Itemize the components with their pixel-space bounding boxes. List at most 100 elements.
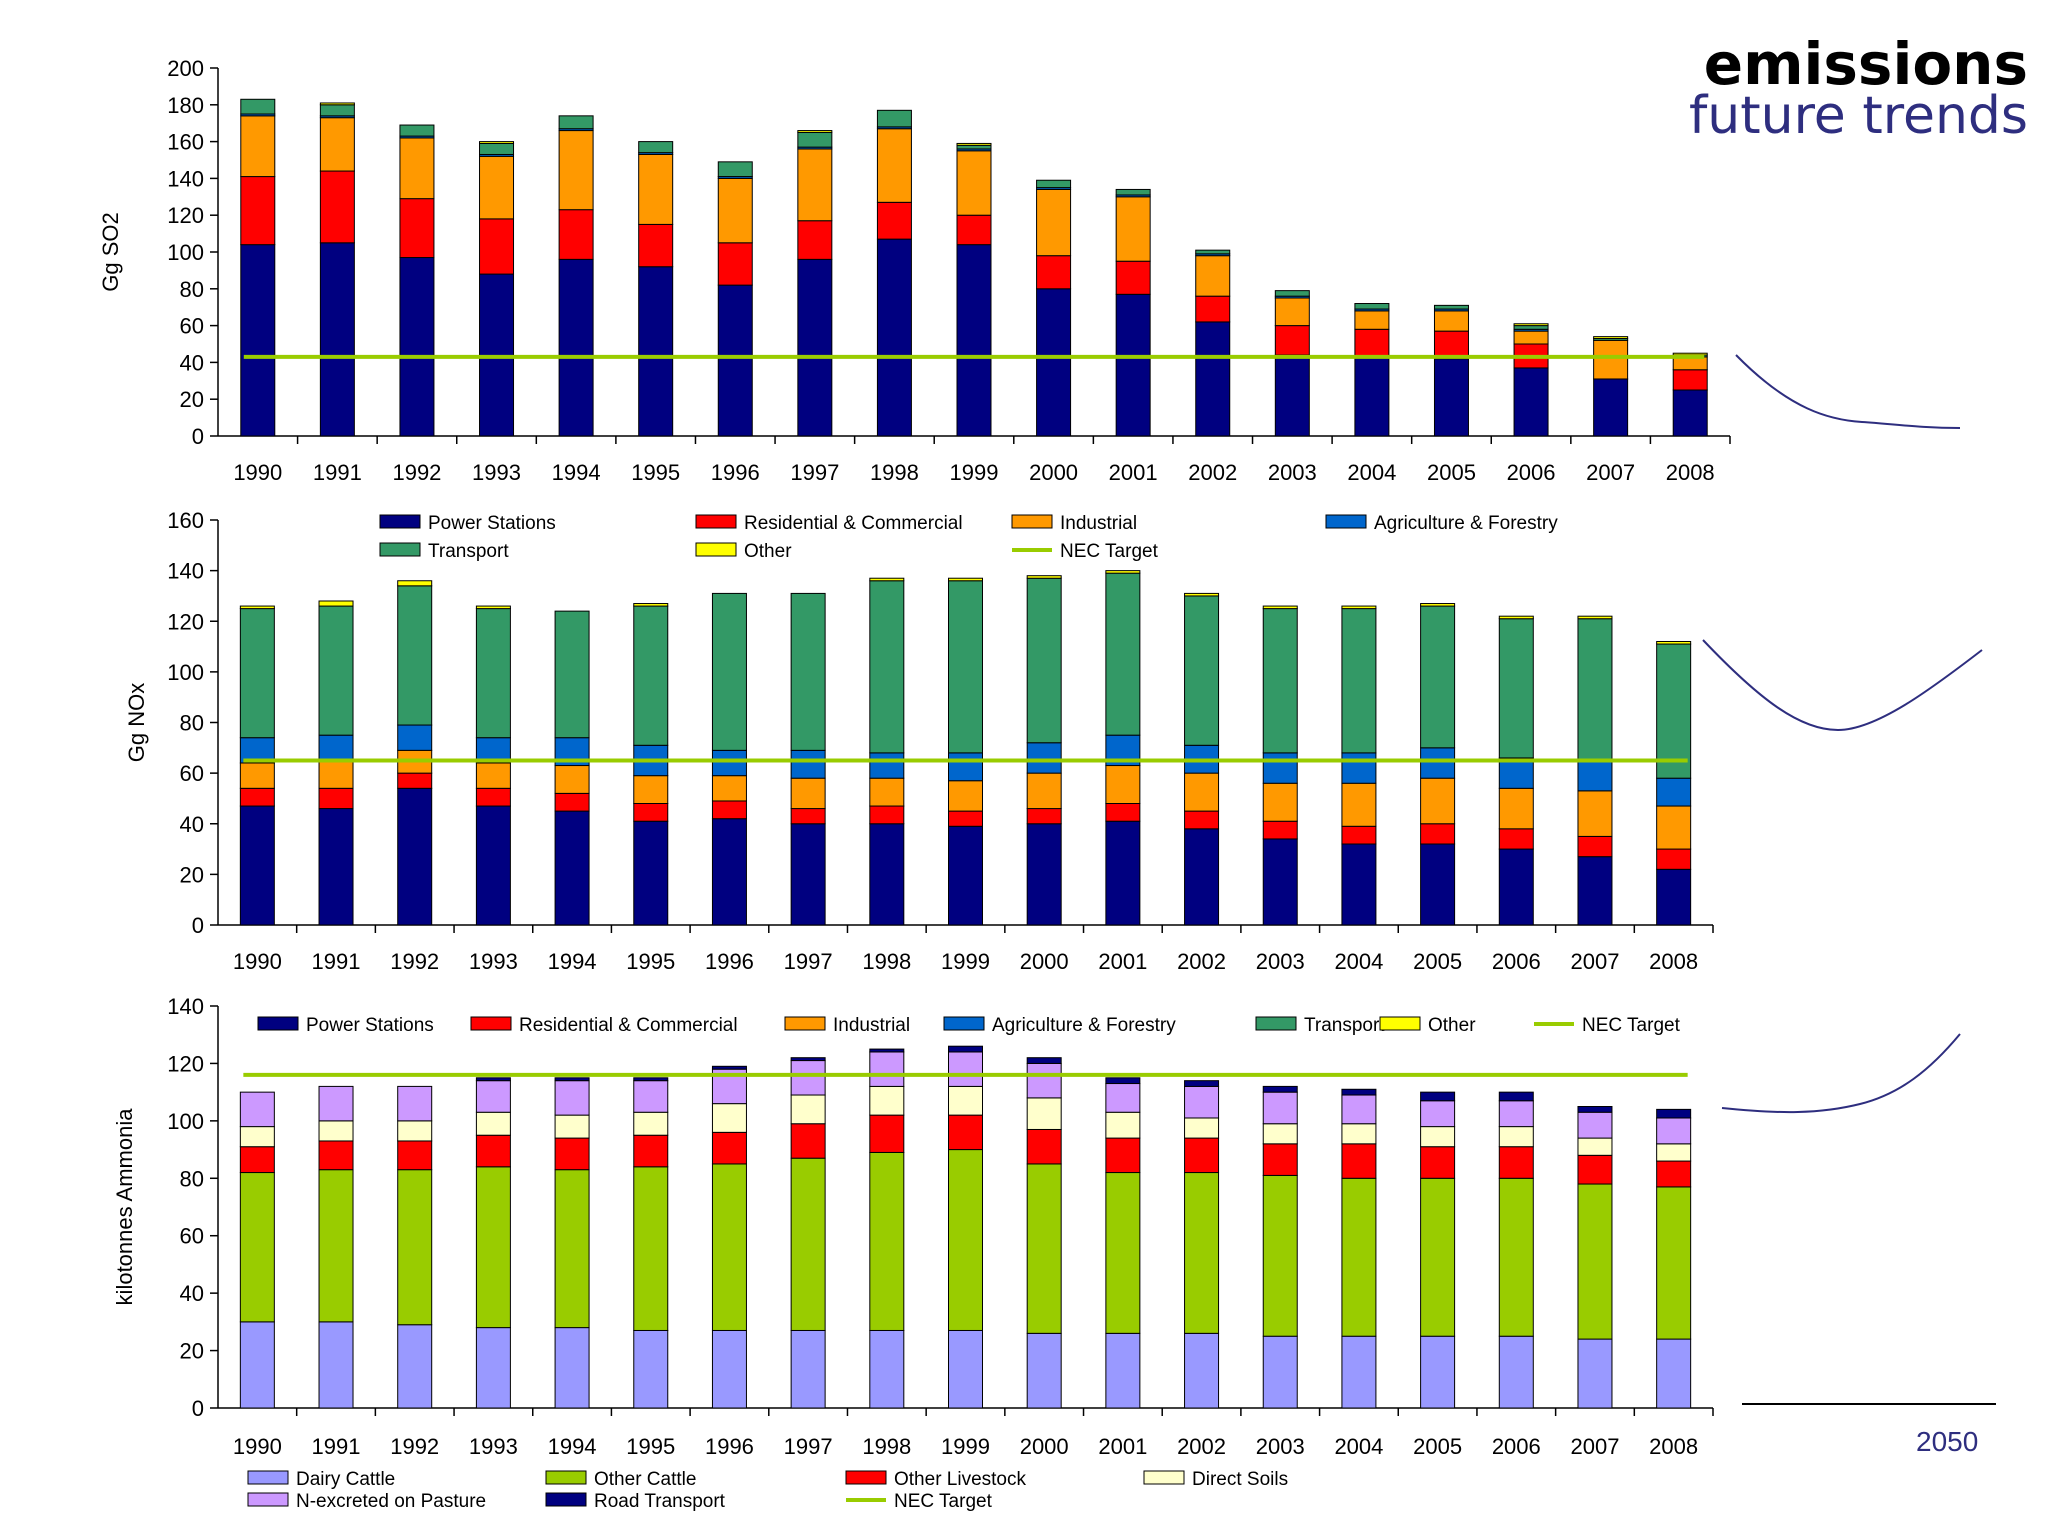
bar-segment	[318, 787, 354, 810]
x-tick-label: 1996	[705, 949, 754, 974]
y-axis-label: Gg NOx	[124, 683, 149, 762]
bar-segment	[711, 818, 747, 926]
bar-segment	[397, 772, 433, 789]
bar-segment	[1420, 777, 1456, 825]
bar-segment	[475, 1077, 511, 1082]
x-tick-label: 2007	[1570, 1434, 1619, 1459]
bar-segment	[633, 1166, 669, 1331]
bar-segment	[1672, 369, 1708, 391]
bar-segment	[239, 608, 275, 739]
bar-segment	[1262, 1085, 1298, 1093]
bar-segment	[1274, 354, 1310, 437]
bar-segment	[1513, 325, 1549, 330]
bar-segment	[1577, 1338, 1613, 1409]
y-tick-label: 100	[167, 660, 204, 685]
bar-segment	[1593, 339, 1629, 380]
y-tick-label: 120	[167, 609, 204, 634]
legend-swatch	[545, 1492, 587, 1507]
bar-segment	[869, 1329, 905, 1409]
bar-segment	[869, 580, 905, 754]
bar-segment	[1115, 188, 1151, 196]
x-tick-label: 2005	[1413, 949, 1462, 974]
bar-segment	[397, 580, 433, 587]
bar-segment	[1026, 1057, 1062, 1064]
bar-segment	[554, 765, 590, 794]
bar-segment	[1184, 1080, 1220, 1087]
chart-3: 0 20 40 60 80 100 120 140 kilotonnes Ammonia 1990…	[112, 994, 1996, 1512]
bar-segment	[1672, 389, 1708, 437]
bar-segment	[948, 1114, 983, 1151]
bar-segment	[1105, 765, 1141, 804]
bar-segment	[956, 214, 992, 246]
bar-segment	[1026, 1062, 1062, 1099]
bar-segment	[397, 585, 433, 726]
bar-segment	[1184, 772, 1220, 812]
legend-label: Residential & Commercial	[519, 1015, 738, 1036]
x-tick-label: 2007	[1570, 949, 1619, 974]
bar-segment	[399, 137, 435, 200]
y-tick-label: 100	[167, 1109, 204, 1134]
x-tick-label: 2000	[1020, 949, 1069, 974]
bar-segment	[1656, 868, 1692, 926]
bar-segment	[1656, 848, 1692, 870]
bar-segment	[869, 1048, 905, 1053]
bar-segment	[797, 131, 833, 148]
y-tick-label: 20	[180, 1339, 204, 1364]
x-tick-label: 1993	[469, 1434, 518, 1459]
legend-swatch	[695, 542, 737, 557]
bar-segment	[876, 201, 912, 240]
bar-segment	[1577, 759, 1613, 792]
bar-segment	[554, 1137, 590, 1171]
bar-segment	[876, 128, 912, 203]
bar-segment	[1420, 603, 1456, 607]
bar-segment	[1577, 615, 1613, 620]
bar-segment	[869, 1085, 905, 1116]
bar-segment	[1433, 310, 1469, 332]
bar-segment	[1262, 1335, 1298, 1409]
bar-segment	[869, 805, 905, 825]
bar-segment	[1420, 1335, 1456, 1409]
x-tick-label: 1998	[862, 949, 911, 974]
x-tick-label: 2006	[1492, 949, 1541, 974]
bar-segment	[397, 1324, 433, 1409]
bar-segment	[554, 1080, 590, 1116]
legend-swatch	[1379, 1016, 1421, 1031]
legend-swatch	[1011, 514, 1053, 529]
x-tick-label: 2008	[1649, 949, 1698, 974]
x-tick-label: 1999	[941, 1434, 990, 1459]
bar-segment	[869, 823, 905, 926]
bar-segment	[1656, 1186, 1692, 1340]
legend-swatch	[695, 514, 737, 529]
bar-segment	[1262, 1174, 1298, 1337]
bar-segment	[1026, 742, 1062, 774]
bar-segment	[948, 810, 983, 827]
bar-segment	[711, 592, 747, 751]
bar-segment	[558, 258, 594, 437]
bar-segment	[239, 1146, 275, 1174]
bar-segment	[1026, 1097, 1062, 1130]
bar-segment	[1656, 1117, 1692, 1145]
bar-segment	[1498, 618, 1534, 759]
bar-segment	[638, 141, 674, 154]
bar-segment	[633, 1111, 669, 1136]
bar-segment	[319, 104, 355, 117]
bar-segment	[475, 787, 511, 807]
bar-segment	[1115, 196, 1151, 262]
legend-label: Agriculture & Forestry	[992, 1015, 1176, 1036]
bar-segment	[1420, 747, 1456, 779]
bar-segment	[318, 734, 354, 761]
bar-segment	[1105, 572, 1141, 736]
bar-segment	[956, 144, 992, 150]
bar-segment	[397, 1085, 433, 1122]
bar-segment	[948, 580, 983, 754]
bar-segment	[475, 1166, 511, 1329]
bar-segment	[479, 141, 515, 144]
y-tick-label: 140	[167, 994, 204, 1019]
bar-segment	[239, 762, 275, 789]
bar-segment	[1262, 608, 1298, 754]
bar-segment	[790, 1329, 826, 1409]
bar-segment	[1262, 1143, 1298, 1176]
legend-label: Transport	[1304, 1015, 1385, 1036]
bar-segment	[948, 1045, 983, 1053]
bar-segment	[1184, 595, 1220, 746]
